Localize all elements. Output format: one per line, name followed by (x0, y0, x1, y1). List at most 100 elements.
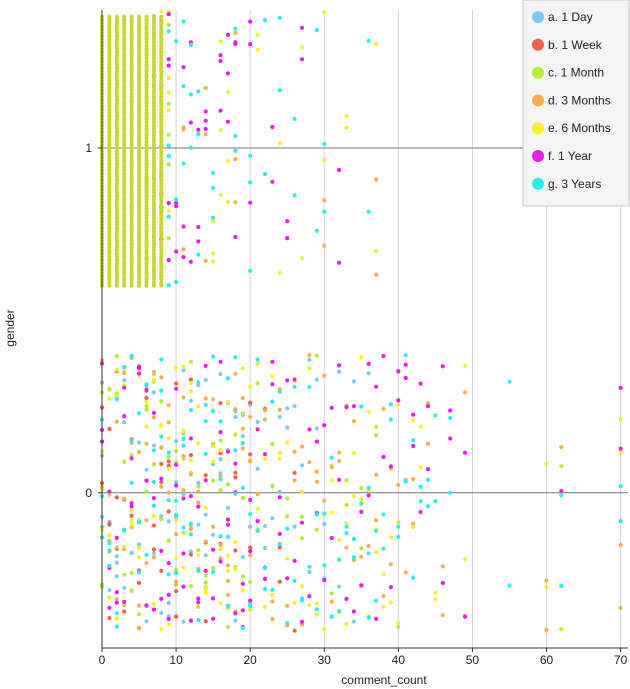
data-point (122, 174, 127, 179)
data-point (144, 62, 149, 67)
data-point (129, 117, 134, 122)
data-point (159, 107, 164, 112)
data-point (166, 108, 171, 113)
data-point (107, 489, 112, 494)
data-point (403, 362, 408, 367)
data-point (196, 618, 201, 623)
data-point (129, 66, 134, 71)
data-point (166, 463, 171, 468)
data-point (322, 209, 327, 214)
data-point (211, 185, 216, 190)
data-point (122, 365, 127, 370)
data-point (122, 370, 127, 375)
data-point (151, 130, 156, 135)
data-point (285, 620, 290, 626)
x-tick-label: 20 (243, 653, 257, 667)
data-point (107, 130, 112, 135)
data-point (181, 224, 186, 229)
data-point (144, 407, 149, 412)
data-point (151, 245, 156, 250)
data-point (129, 206, 134, 211)
data-point (285, 219, 290, 224)
data-point (129, 88, 134, 93)
data-point (144, 139, 149, 144)
data-point (218, 542, 223, 548)
data-point (114, 40, 119, 45)
data-point (122, 210, 127, 215)
data-point (107, 123, 112, 128)
data-point (151, 280, 156, 285)
data-point (396, 534, 401, 539)
legend: a. 1 Day b. 1 Week c. 1 Month d. 3 Months e.… (522, 0, 630, 207)
data-point (233, 355, 238, 360)
data-point (174, 570, 179, 576)
data-point (248, 603, 253, 608)
data-point (188, 472, 193, 477)
data-point (136, 206, 142, 211)
data-point (233, 611, 238, 616)
data-point (337, 459, 342, 464)
data-point (159, 158, 164, 163)
data-point (122, 194, 127, 199)
data-point (151, 155, 156, 160)
data-point (559, 492, 564, 498)
data-point (203, 505, 208, 511)
data-point (107, 251, 112, 256)
data-point (203, 377, 208, 383)
data-point (159, 98, 164, 103)
data-point (314, 612, 319, 617)
data-point (329, 591, 334, 596)
data-point (270, 592, 275, 597)
data-point (337, 477, 342, 482)
data-point (181, 525, 186, 530)
data-point (136, 85, 142, 90)
data-point (144, 248, 149, 253)
data-point (114, 590, 119, 595)
data-point (211, 616, 216, 621)
data-point (196, 131, 201, 137)
data-point (366, 551, 371, 556)
data-point (136, 114, 142, 119)
data-point (151, 213, 156, 218)
data-point (129, 194, 134, 199)
data-point (337, 167, 342, 173)
data-point (122, 40, 127, 45)
data-point (129, 114, 134, 119)
data-point (166, 63, 171, 68)
data-point (270, 399, 275, 404)
data-point (107, 18, 112, 23)
data-point (314, 469, 319, 474)
data-point (329, 455, 334, 460)
data-point (166, 132, 171, 137)
data-point (166, 22, 171, 27)
data-point (136, 203, 142, 208)
data-point (181, 19, 186, 24)
data-point (225, 517, 230, 522)
data-point (262, 587, 268, 592)
data-point (218, 457, 223, 462)
data-point (114, 222, 119, 227)
data-point (114, 59, 119, 64)
data-point (122, 544, 127, 549)
data-point (129, 14, 134, 19)
data-point (144, 34, 149, 39)
data-point (255, 492, 260, 497)
data-point (129, 91, 134, 96)
data-point (122, 496, 127, 501)
data-point (351, 419, 356, 424)
data-point (211, 215, 216, 220)
data-point (136, 149, 142, 154)
data-point (151, 415, 156, 420)
data-point (107, 210, 112, 215)
data-point (107, 532, 112, 538)
data-point (136, 235, 142, 240)
data-point (144, 245, 149, 250)
data-point (166, 592, 171, 598)
data-point (151, 547, 156, 552)
data-point (159, 222, 164, 227)
data-point (188, 584, 193, 589)
data-point (248, 549, 253, 554)
data-point (159, 88, 164, 93)
data-point (107, 146, 112, 151)
data-point (151, 27, 156, 32)
